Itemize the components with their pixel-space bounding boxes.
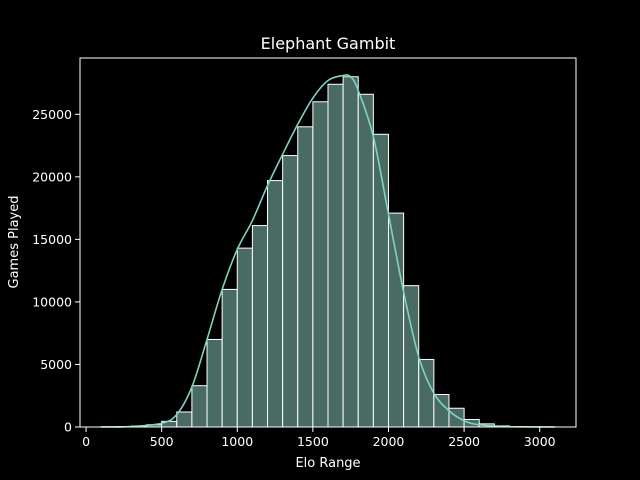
y-tick-label: 0 [64,420,72,435]
histogram-bar [312,101,329,428]
y-axis-ticks: 0 5000 10000 15000 20000 25000 [32,107,80,435]
x-tick-label: 2000 [373,434,405,449]
x-tick-label: 500 [150,434,174,449]
x-tick-label: 1000 [221,434,253,449]
plot-frame [79,57,577,428]
x-tick-label: 1500 [297,434,329,449]
histogram-bar [297,126,314,428]
histogram-bar [433,393,450,428]
x-axis-ticks: 0 500 1000 1500 2000 2500 3000 [82,427,556,449]
histogram-bar [206,338,223,428]
y-axis-label: Games Played [7,196,22,289]
histogram-bar [282,155,299,428]
histogram-bar [403,285,420,428]
kde-curve [101,74,555,428]
y-tick-label: 15000 [32,232,72,247]
bars-layer [100,76,556,428]
histogram-bar [342,76,359,428]
y-tick-label: 10000 [32,294,72,309]
x-tick-label: 0 [82,434,90,449]
histogram-bar [191,385,208,428]
histogram-bar [372,133,389,428]
histogram-bar [448,407,465,428]
histogram-bar [267,180,284,428]
histogram-bar [387,212,405,428]
histogram-bar [176,411,193,428]
histogram-bar [251,225,269,428]
histogram-bar [418,358,435,428]
y-tick-label: 20000 [32,169,72,184]
histogram-bar [236,247,253,428]
y-tick-label: 25000 [32,107,72,122]
x-axis-label: Elo Range [295,456,360,471]
x-tick-label: 2500 [448,434,480,449]
histogram-bar [357,93,374,428]
chart-title: Elephant Gambit [261,34,396,53]
kde-layer [101,74,555,428]
histogram-bar [327,83,344,428]
histogram-bar [221,288,238,428]
x-tick-label: 3000 [524,434,556,449]
y-tick-label: 5000 [40,357,72,372]
